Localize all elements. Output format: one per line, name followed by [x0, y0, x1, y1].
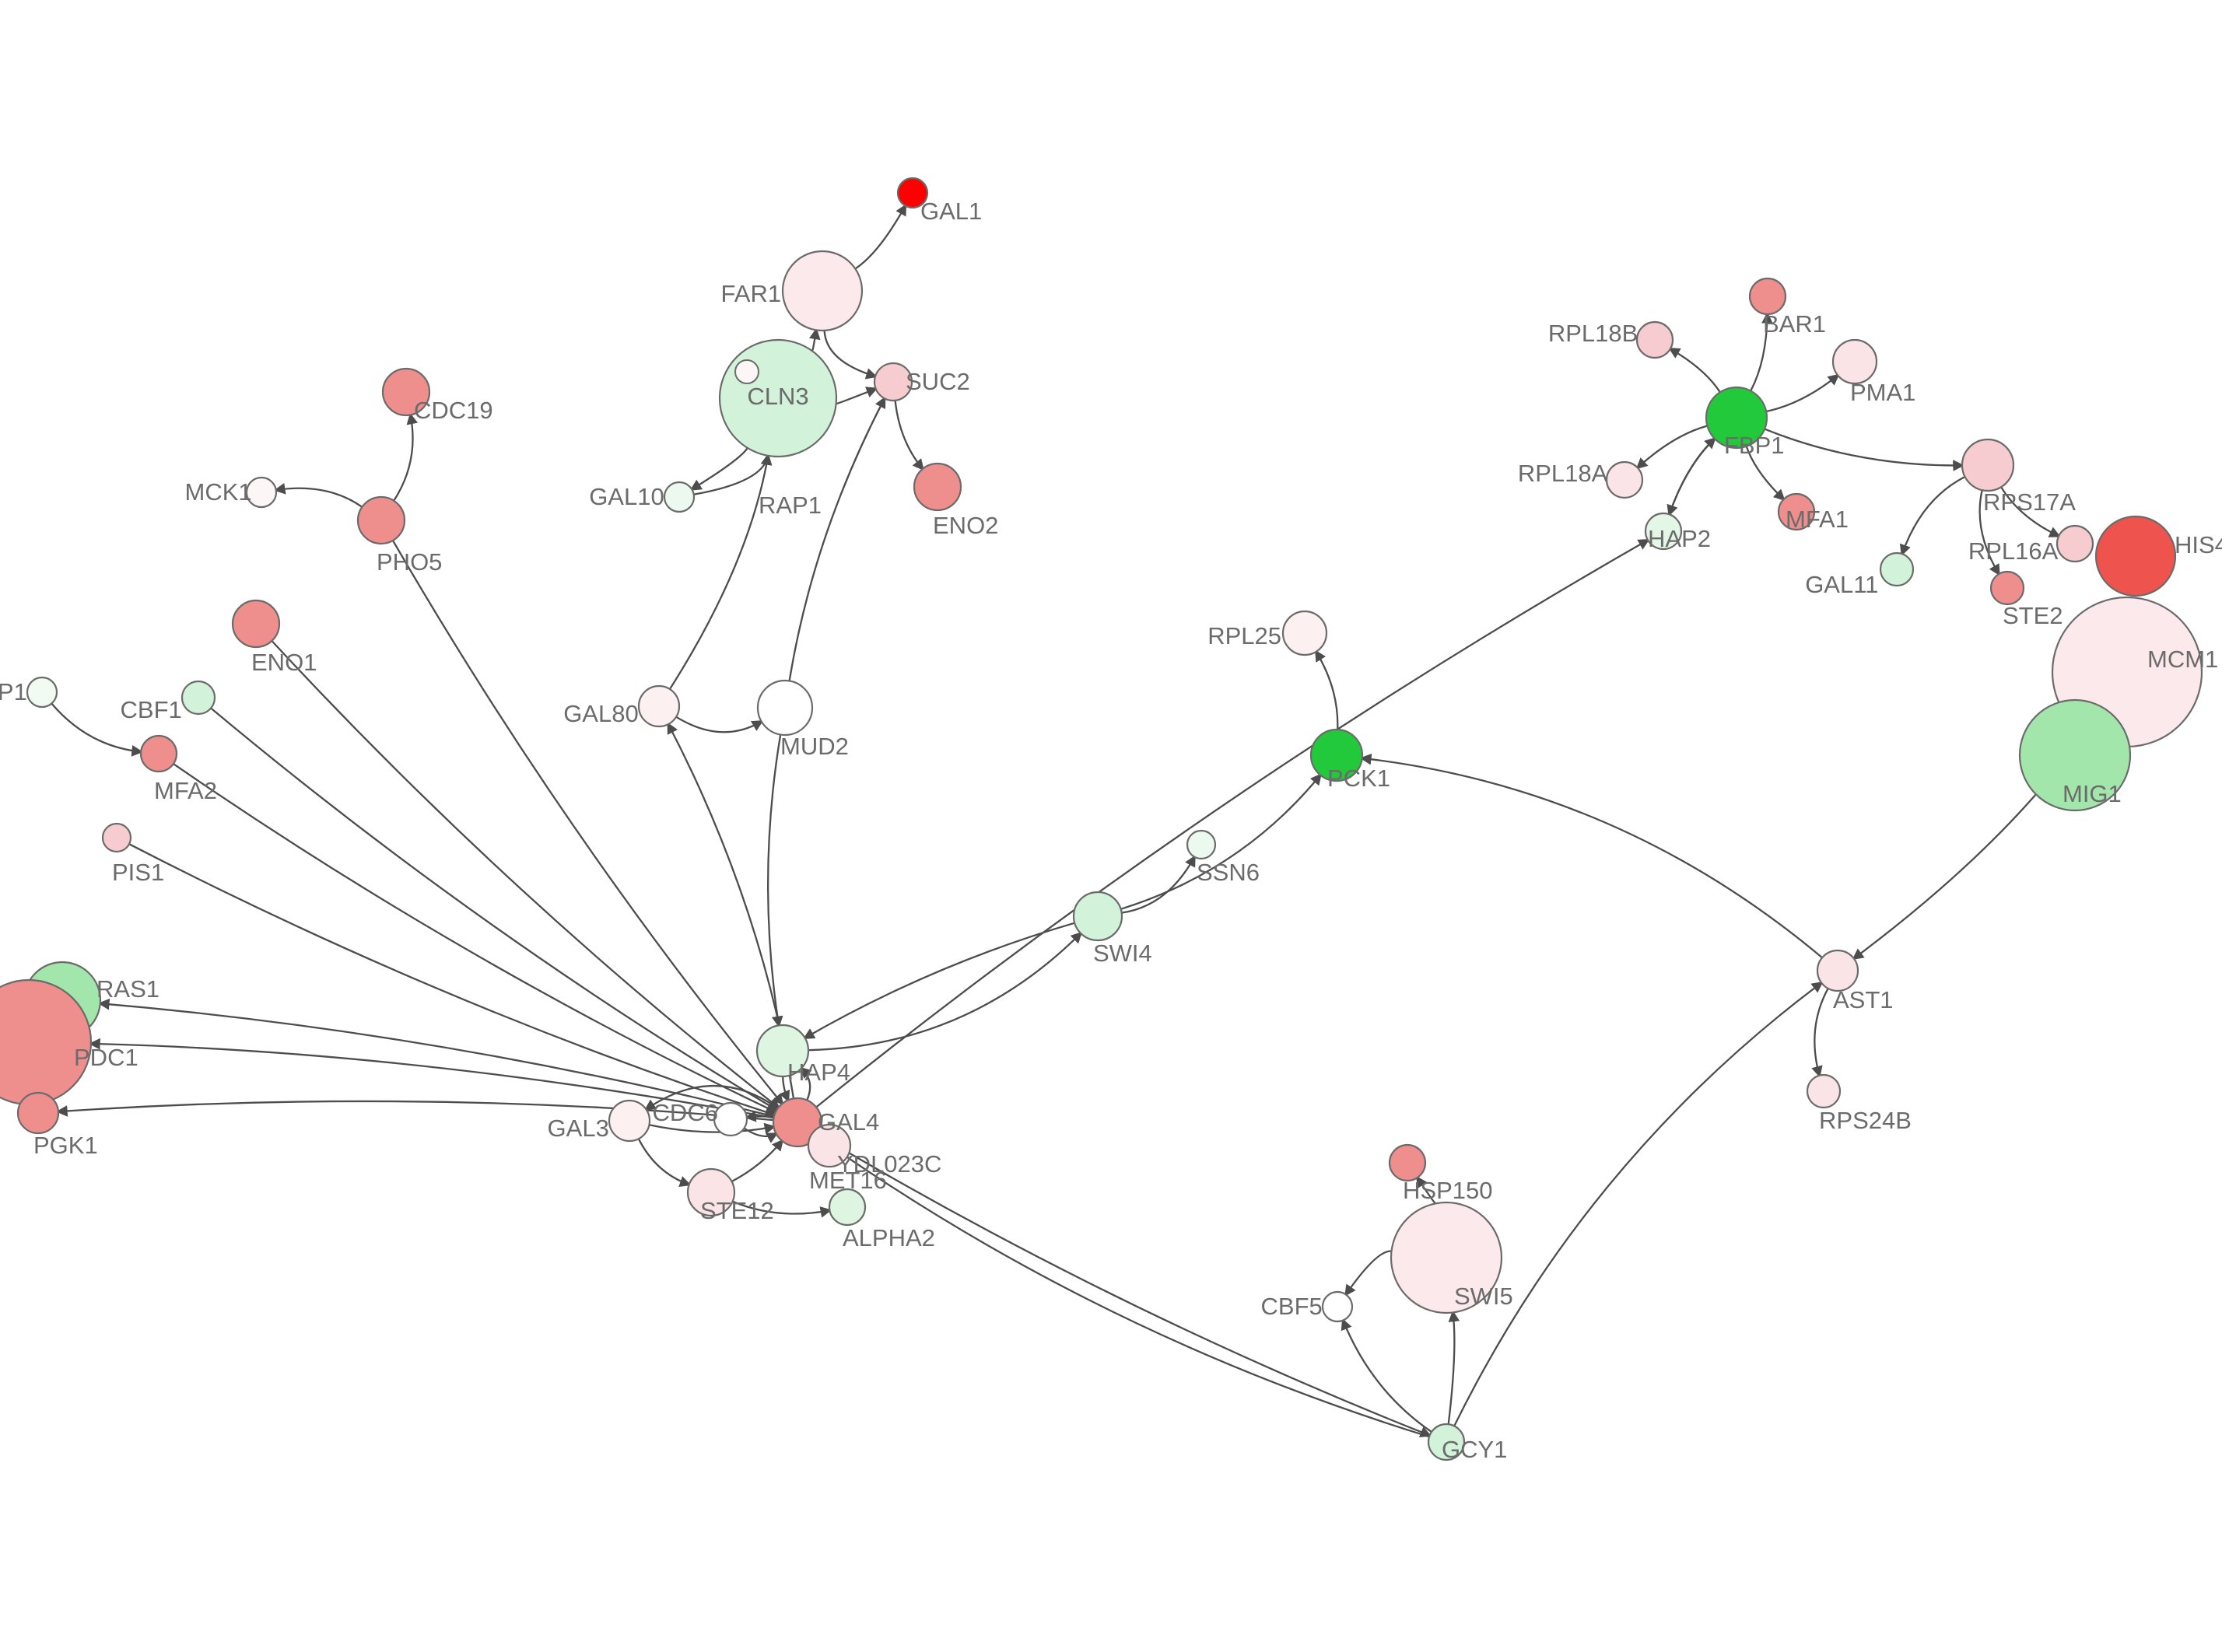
- svg-text:RPS24B: RPS24B: [1819, 1107, 1912, 1134]
- svg-text:ALPHA2: ALPHA2: [843, 1224, 935, 1251]
- svg-text:SWI5: SWI5: [1454, 1283, 1513, 1310]
- svg-text:PHO5: PHO5: [377, 548, 442, 576]
- svg-text:HSP150: HSP150: [1403, 1177, 1492, 1204]
- svg-text:STE2: STE2: [2003, 602, 2063, 629]
- svg-text:RPS17A: RPS17A: [1983, 488, 2076, 516]
- svg-text:RPL25: RPL25: [1207, 622, 1281, 649]
- svg-text:MIG1: MIG1: [2063, 780, 2122, 807]
- svg-text:HAP4: HAP4: [787, 1059, 850, 1086]
- svg-text:HAP2: HAP2: [1648, 525, 1711, 552]
- svg-text:PGK1: PGK1: [33, 1132, 98, 1159]
- svg-text:RPL18A: RPL18A: [1518, 460, 1608, 487]
- svg-text:PMA1: PMA1: [1850, 379, 1915, 406]
- svg-text:GAL11: GAL11: [1805, 571, 1878, 598]
- svg-text:MET16: MET16: [809, 1167, 887, 1194]
- svg-text:MUD2: MUD2: [780, 733, 849, 760]
- svg-text:GAL10: GAL10: [589, 483, 664, 510]
- svg-text:PDC1: PDC1: [74, 1044, 138, 1071]
- svg-text:PIS1: PIS1: [112, 859, 164, 886]
- svg-text:GAL80: GAL80: [563, 700, 639, 727]
- svg-text:RAP1: RAP1: [759, 492, 822, 519]
- svg-text:AST1: AST1: [1833, 986, 1894, 1013]
- svg-text:MCK1: MCK1: [185, 478, 252, 506]
- svg-text:ENO1: ENO1: [251, 649, 317, 676]
- svg-text:HIS4: HIS4: [2175, 531, 2222, 558]
- svg-text:RPL16A: RPL16A: [1968, 537, 2059, 565]
- svg-text:GAL1: GAL1: [920, 198, 982, 225]
- svg-text:PCK1: PCK1: [1327, 765, 1390, 792]
- svg-text:TUP1: TUP1: [0, 678, 27, 705]
- svg-text:GAL3: GAL3: [548, 1115, 609, 1142]
- svg-text:CLN3: CLN3: [747, 383, 808, 410]
- svg-text:BAR1: BAR1: [1763, 310, 1826, 338]
- svg-text:RPL18B: RPL18B: [1548, 320, 1638, 347]
- svg-text:CDC19: CDC19: [414, 397, 493, 424]
- svg-text:MFA2: MFA2: [154, 777, 217, 804]
- svg-text:GAL4: GAL4: [818, 1108, 879, 1136]
- svg-text:MFA1: MFA1: [1786, 506, 1849, 533]
- svg-text:STE12: STE12: [700, 1197, 774, 1224]
- svg-text:SUC2: SUC2: [906, 368, 970, 395]
- svg-text:FBP1: FBP1: [1724, 432, 1785, 459]
- svg-text:CBF1: CBF1: [121, 696, 182, 723]
- svg-text:SSN6: SSN6: [1197, 859, 1260, 886]
- svg-text:MCM1: MCM1: [2147, 646, 2218, 673]
- svg-text:RAS1: RAS1: [96, 975, 159, 1003]
- svg-text:CBF5: CBF5: [1261, 1293, 1323, 1320]
- svg-text:SWI4: SWI4: [1093, 940, 1152, 967]
- svg-text:GCY1: GCY1: [1442, 1436, 1507, 1463]
- svg-text:FAR1: FAR1: [721, 280, 782, 307]
- svg-text:CDC6: CDC6: [653, 1099, 718, 1126]
- svg-text:ENO2: ENO2: [933, 512, 998, 539]
